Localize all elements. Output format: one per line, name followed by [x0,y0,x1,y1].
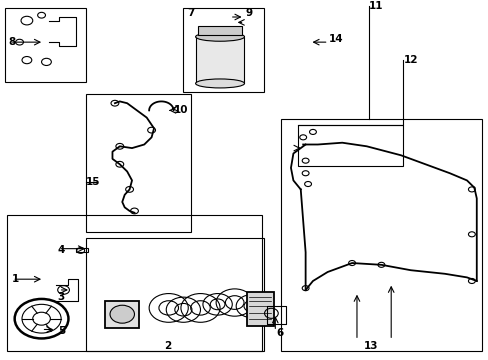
Text: 7: 7 [187,8,194,18]
Bar [85,238,264,351]
Text: 1: 1 [12,274,20,284]
Text: 8: 8 [8,37,16,47]
Text: 5: 5 [58,326,65,336]
Text: 12: 12 [403,55,417,65]
Bar [281,120,481,351]
Text: 10: 10 [173,105,188,116]
Text: 9: 9 [245,8,253,18]
Bar [183,8,264,93]
Circle shape [110,305,134,323]
Bar [85,94,190,233]
Bar [298,125,403,166]
Text: 14: 14 [328,33,343,44]
Bar [105,301,139,328]
Bar [76,248,88,252]
Bar [7,215,261,351]
Text: 6: 6 [276,328,283,338]
Bar [198,26,242,35]
Bar [266,306,285,324]
Ellipse shape [195,32,244,41]
Ellipse shape [195,79,244,88]
Text: 3: 3 [58,292,65,302]
Bar [246,292,273,326]
Bar [5,8,85,82]
Text: 13: 13 [364,341,378,351]
Text: 4: 4 [58,246,65,256]
Text: 2: 2 [163,341,171,351]
Bar [195,37,244,84]
Text: 11: 11 [368,1,383,11]
Text: 15: 15 [85,177,100,187]
